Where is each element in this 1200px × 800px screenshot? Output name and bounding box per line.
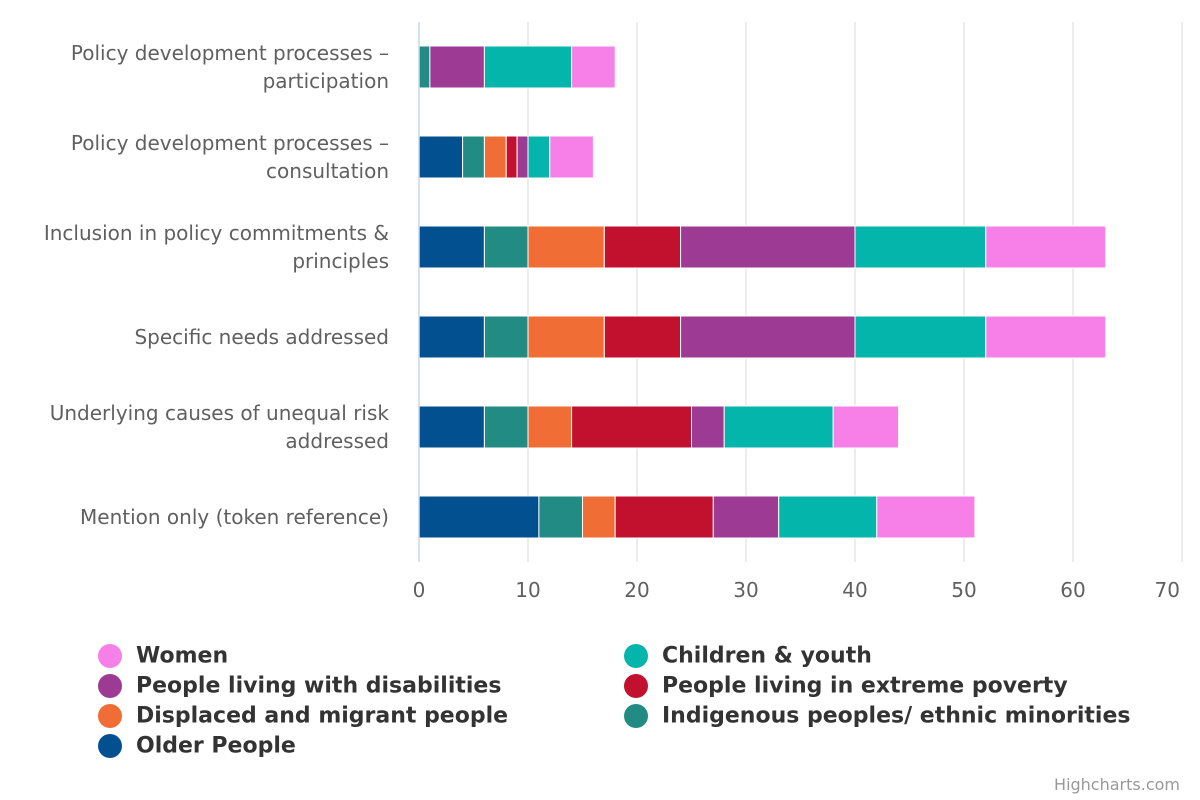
category-label: Underlying causes of unequal risk: [50, 401, 390, 425]
category-labels: Policy development processes – participat…: [44, 41, 390, 529]
legend-marker: [98, 704, 122, 728]
bar-segment[interactable]: [832, 405, 900, 449]
x-tick-label: 30: [733, 578, 758, 602]
category-label: Inclusion in policy commitments &: [44, 221, 389, 245]
bar-segments: [418, 45, 1107, 539]
category-label: Mention only (token reference): [80, 505, 389, 529]
legend-label: Indigenous peoples/ ethnic minorities: [662, 704, 1131, 729]
bar-segment[interactable]: [571, 405, 692, 449]
bar-segment[interactable]: [723, 405, 834, 449]
grid-lines: [527, 22, 1183, 562]
bar-segment[interactable]: [691, 405, 725, 449]
x-tick-label: 50: [951, 578, 976, 602]
category-label: principles: [292, 249, 389, 273]
legend[interactable]: Women Children & youth People living with …: [98, 644, 1131, 759]
category-label: addressed: [285, 429, 389, 453]
bar-segment[interactable]: [483, 315, 529, 359]
legend-marker: [624, 644, 648, 668]
bar-segment[interactable]: [876, 495, 976, 539]
bar-segment[interactable]: [603, 315, 682, 359]
x-tick-label: 20: [624, 578, 649, 602]
credit-text[interactable]: Highcharts.com: [1054, 775, 1180, 794]
legend-label: Displaced and migrant people: [136, 704, 508, 729]
bar-segment[interactable]: [778, 495, 878, 539]
legend-label: Older People: [136, 734, 296, 759]
bar-segment[interactable]: [614, 495, 714, 539]
bar-segment[interactable]: [462, 135, 485, 179]
bar-segment[interactable]: [418, 315, 485, 359]
bar-segment[interactable]: [854, 315, 987, 359]
bar-segment[interactable]: [985, 315, 1107, 359]
category-label: Policy development processes –: [71, 131, 389, 155]
bar-segment[interactable]: [603, 225, 682, 269]
bar-segment[interactable]: [527, 405, 573, 449]
x-tick-label: 70: [1155, 578, 1180, 602]
bar-segment[interactable]: [418, 495, 540, 539]
bar-segment[interactable]: [418, 405, 485, 449]
legend-label: Women: [136, 644, 228, 669]
bar-segment[interactable]: [505, 135, 518, 179]
x-tick-label: 0: [413, 578, 426, 602]
bar-segment[interactable]: [854, 225, 987, 269]
x-tick-label: 60: [1060, 578, 1085, 602]
bar-segment[interactable]: [538, 495, 584, 539]
bar-segment[interactable]: [483, 45, 573, 89]
legend-marker: [624, 674, 648, 698]
x-axis-tick-labels: 0 10 20 30 40 50 60 70: [413, 578, 1180, 602]
x-tick-label: 40: [842, 578, 867, 602]
legend-item[interactable]: Displaced and migrant people: [98, 704, 508, 729]
legend-marker: [624, 704, 648, 728]
x-tick-label: 10: [515, 578, 540, 602]
bar-segment[interactable]: [712, 495, 780, 539]
category-label: participation: [263, 69, 389, 93]
bar-segment[interactable]: [429, 45, 485, 89]
bar-segment[interactable]: [483, 135, 507, 179]
category-label: Policy development processes –: [71, 41, 389, 65]
legend-item[interactable]: Older People: [98, 734, 296, 759]
bar-segment[interactable]: [483, 405, 529, 449]
bar-segment[interactable]: [582, 495, 616, 539]
bar-segment[interactable]: [418, 135, 464, 179]
legend-item[interactable]: Children & youth: [624, 644, 872, 669]
legend-label: People living in extreme poverty: [662, 674, 1068, 699]
legend-item[interactable]: Women: [98, 644, 228, 669]
bar-segment[interactable]: [680, 315, 856, 359]
bar-segment[interactable]: [571, 45, 616, 89]
bar-segment[interactable]: [483, 225, 529, 269]
legend-item[interactable]: People living with disabilities: [98, 674, 501, 699]
category-label: consultation: [266, 159, 389, 183]
legend-marker: [98, 644, 122, 668]
bar-segment[interactable]: [418, 225, 485, 269]
bar-segment[interactable]: [516, 135, 529, 179]
legend-marker: [98, 674, 122, 698]
bar-segment[interactable]: [527, 225, 605, 269]
bar-segment[interactable]: [549, 135, 594, 179]
legend-marker: [98, 734, 122, 758]
legend-item[interactable]: People living in extreme poverty: [624, 674, 1068, 699]
bar-segment[interactable]: [527, 135, 551, 179]
bar-segment[interactable]: [985, 225, 1107, 269]
bar-segment[interactable]: [680, 225, 856, 269]
legend-item[interactable]: Indigenous peoples/ ethnic minorities: [624, 704, 1131, 729]
category-label: Specific needs addressed: [134, 325, 389, 349]
legend-label: Children & youth: [662, 644, 872, 669]
bar-segment[interactable]: [527, 315, 605, 359]
bar-segment[interactable]: [418, 45, 431, 89]
legend-label: People living with disabilities: [136, 674, 501, 699]
